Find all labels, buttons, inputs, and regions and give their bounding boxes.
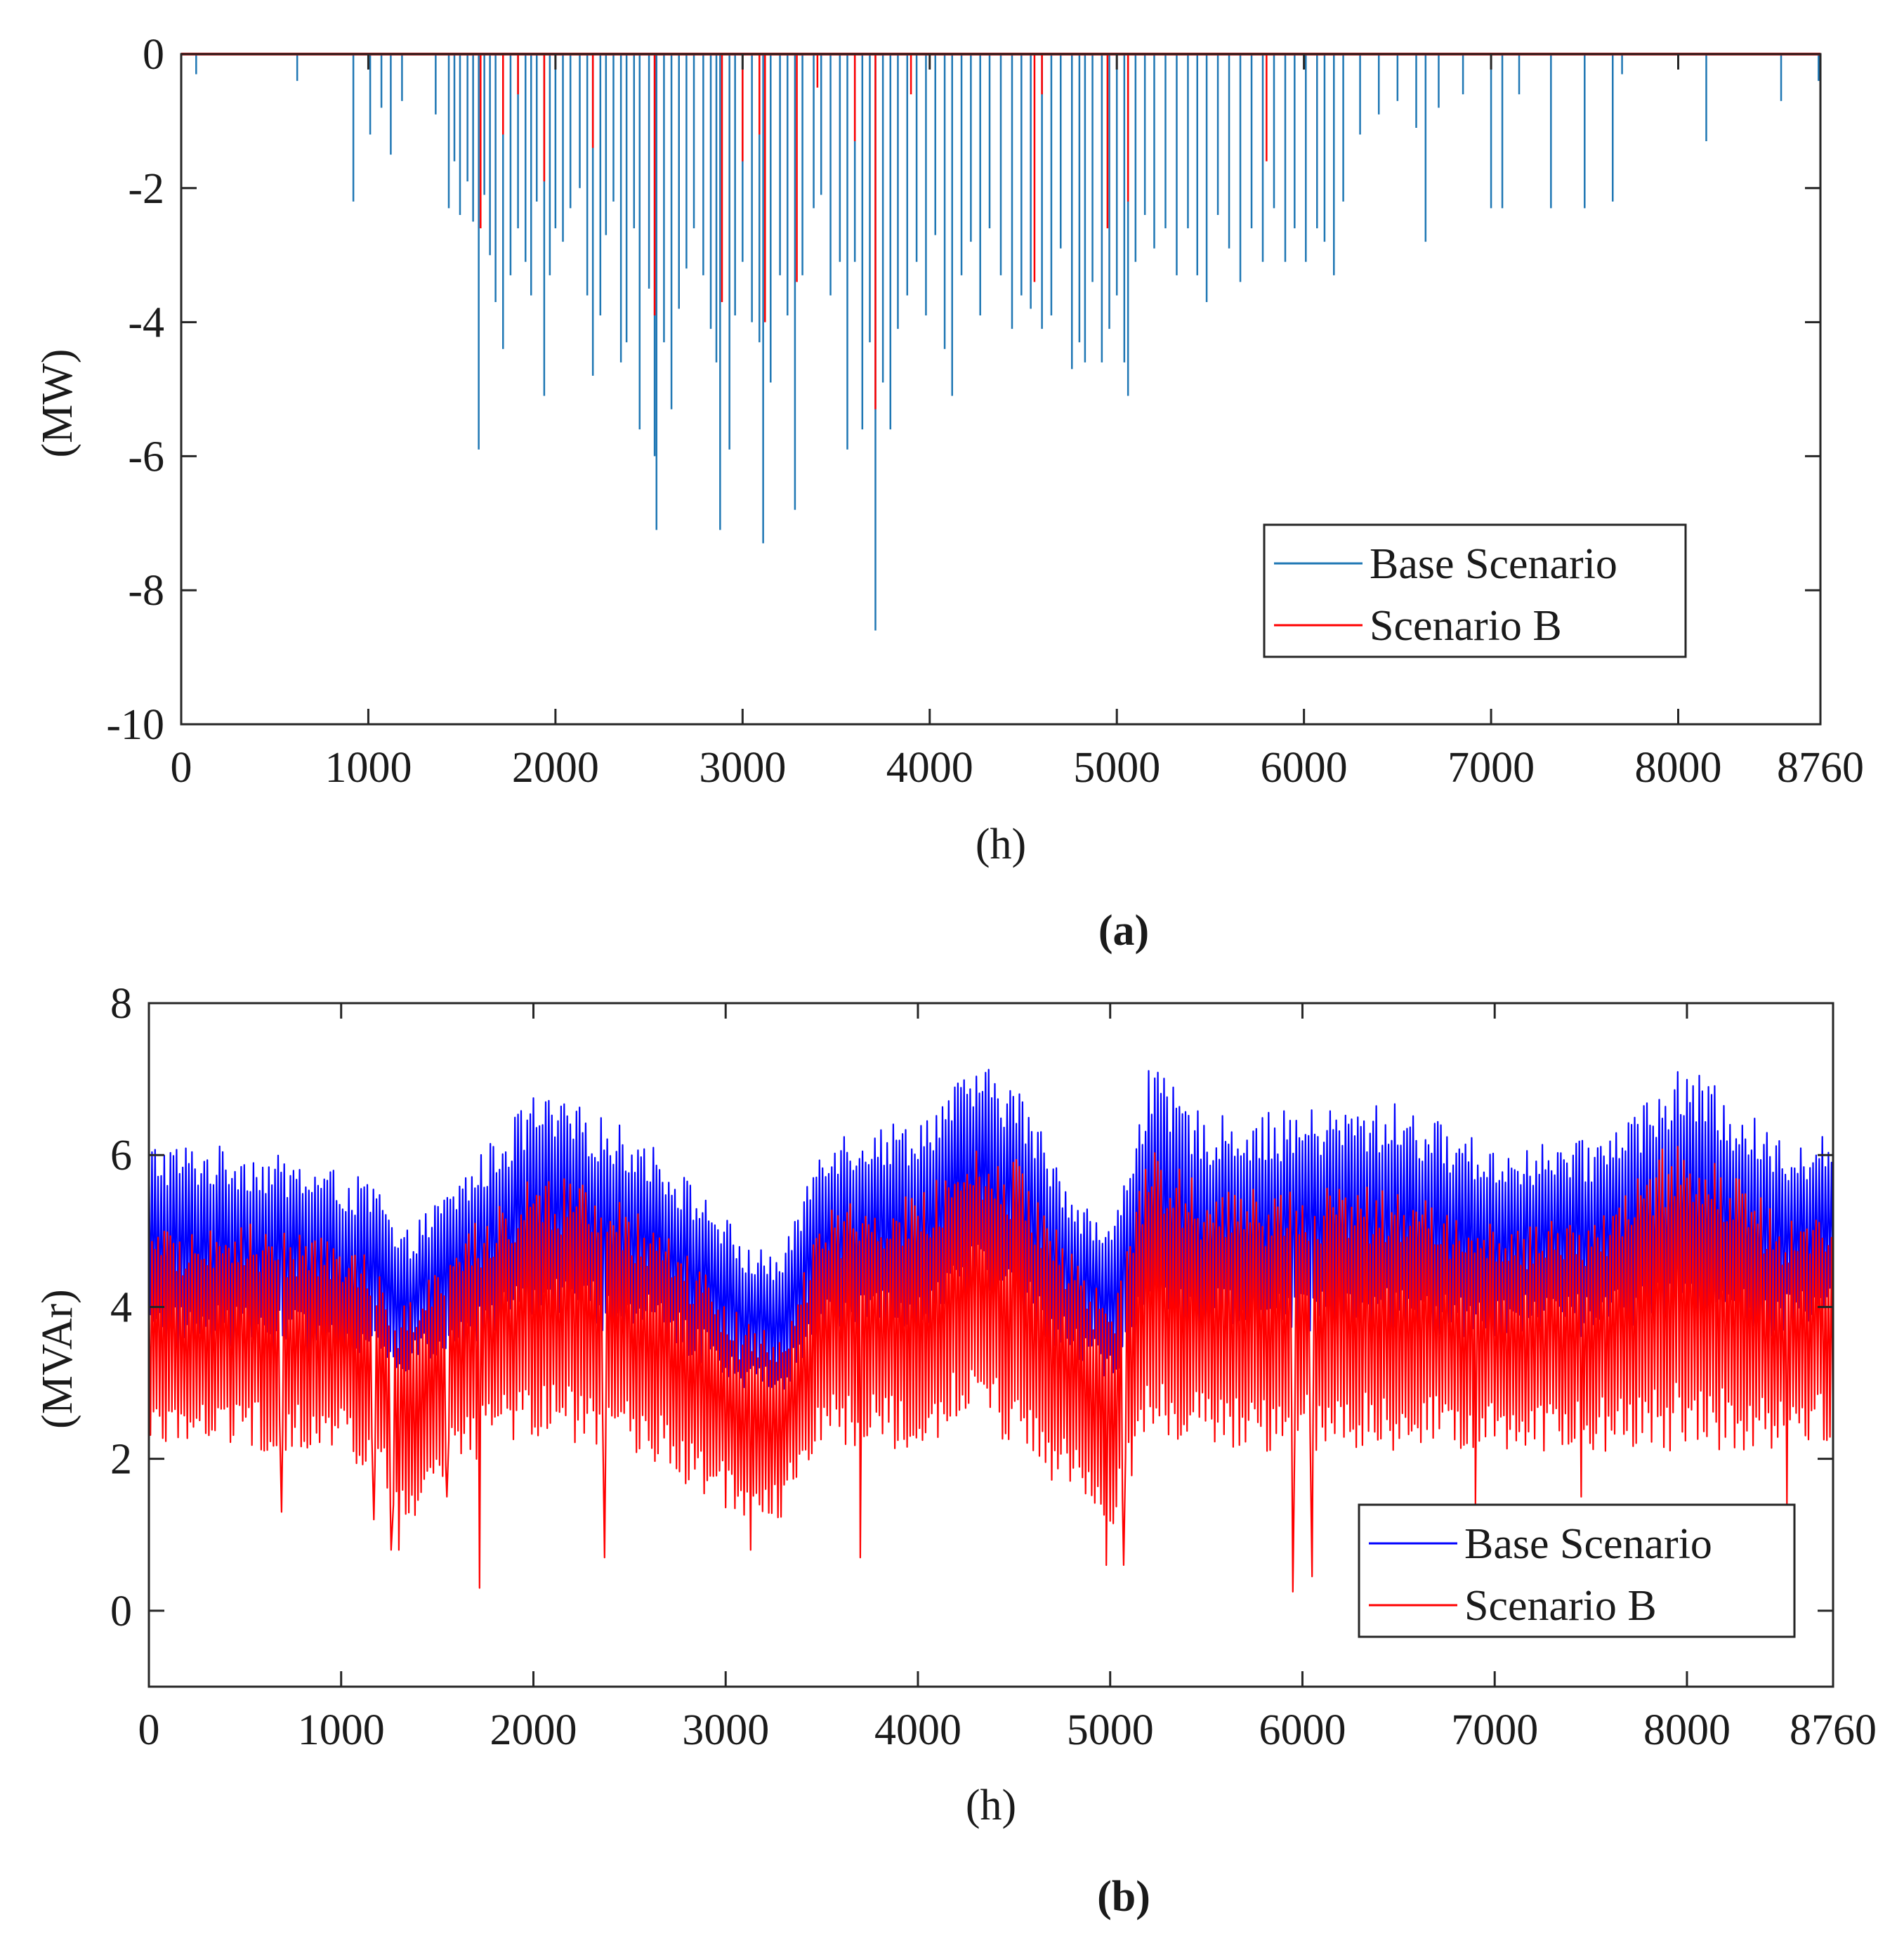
panel-a-x-tick-label: 1000 [324,744,412,792]
panel-b-y-axis-label: (MVAr) [34,1289,81,1429]
panel-a-plot-frame [180,53,1822,726]
panel-b-x-ticks: 0 1000 2000 3000 4000 5000 6000 7000 8000 8760 [138,1003,1877,1754]
panel-a-x-tick-label: 2000 [512,744,599,792]
panel-b-x-tick-label: 0 [138,1706,160,1754]
panel-a-y-ticks: 0 -2 -4 -6 -8 -10 [106,31,1820,749]
panel-b-x-tick-label: 1000 [298,1706,385,1754]
panel-a-legend-entry-scenario-b: Scenario B [1370,602,1562,650]
panel-a-x-tick-label: 8760 [1777,744,1864,792]
panel-b-y-tick-label: 4 [110,1283,132,1331]
panel-a-x-tick-label: 8000 [1635,744,1722,792]
panel-a-chart: 0 1000 2000 3000 4000 5000 6000 7000 8000 8760 0-… [34,31,1864,955]
panel-b-legend: Base Scenario Scenario B [1358,1503,1796,1638]
panel-b-chart: 0 1000 2000 3000 4000 5000 6000 7000 8000 8760 0 2… [34,980,1877,1921]
panel-b-y-tick-label: 6 [110,1132,132,1179]
panel-a-y-tick-label: -10 [106,701,164,749]
panel-b-y-ticks: 0 2 4 6 8 [110,980,1833,1635]
panel-b-x-tick-label: 2000 [490,1706,577,1754]
panel-b-scenario-b-line [147,1146,1834,1593]
panel-b-y-tick-label: 8 [110,980,132,1028]
panel-b-x-tick-label: 6000 [1259,1706,1346,1754]
panel-a-y-tick-label: -4 [128,299,164,347]
panel-b-y-tick-label: 2 [110,1436,132,1484]
panel-b-x-tick-label: 7000 [1451,1706,1538,1754]
panel-a-label: (a) [1098,907,1149,955]
panel-b-x-tick-label: 5000 [1067,1706,1154,1754]
panel-a-x-tick-label: 3000 [699,744,786,792]
panel-a-y-tick-label: 0 [143,31,164,79]
panel-a-x-tick-label: 7000 [1447,744,1535,792]
panel-a-legend-entry-base-scenario: Base Scenario [1370,540,1617,588]
panel-b-x-axis-label: (h) [966,1782,1016,1829]
panel-b-x-tick-label: 8760 [1790,1706,1877,1754]
panel-b-x-tick-label: 3000 [682,1706,769,1754]
panel-a-y-axis-label: (MW) [34,349,81,458]
panel-b-label: (b) [1097,1873,1150,1921]
panel-b-plot-frame [147,1002,1834,1688]
panel-a-legend: Base Scenario Scenario B [1263,523,1687,658]
panel-b-y-tick-label: 0 [110,1588,132,1635]
panel-a-x-axis-label: (h) [976,821,1026,868]
panel-a-legend-box [1263,523,1687,658]
panel-a-y-tick-label: -2 [128,165,164,213]
panel-a-x-tick-label: 5000 [1073,744,1160,792]
panel-b-legend-box [1358,1503,1796,1638]
panel-a-y-tick-label: -8 [128,567,164,615]
panel-b-legend-entry-base-scenario: Base Scenario [1464,1520,1712,1568]
panel-a-x-tick-label: 4000 [886,744,973,792]
panel-a-y-tick-label: -6 [128,433,164,481]
panel-a-x-tick-label: 6000 [1261,744,1348,792]
panel-b-x-tick-label: 4000 [874,1706,961,1754]
panel-b-series-scenario-b [147,1146,1834,1593]
panel-b-legend-entry-scenario-b: Scenario B [1464,1582,1657,1630]
panel-b-x-tick-label: 8000 [1643,1706,1731,1754]
panel-a-x-ticks: 0 1000 2000 3000 4000 5000 6000 7000 8000 8760 [171,54,1864,792]
panel-a-x-tick-label: 0 [171,744,192,792]
